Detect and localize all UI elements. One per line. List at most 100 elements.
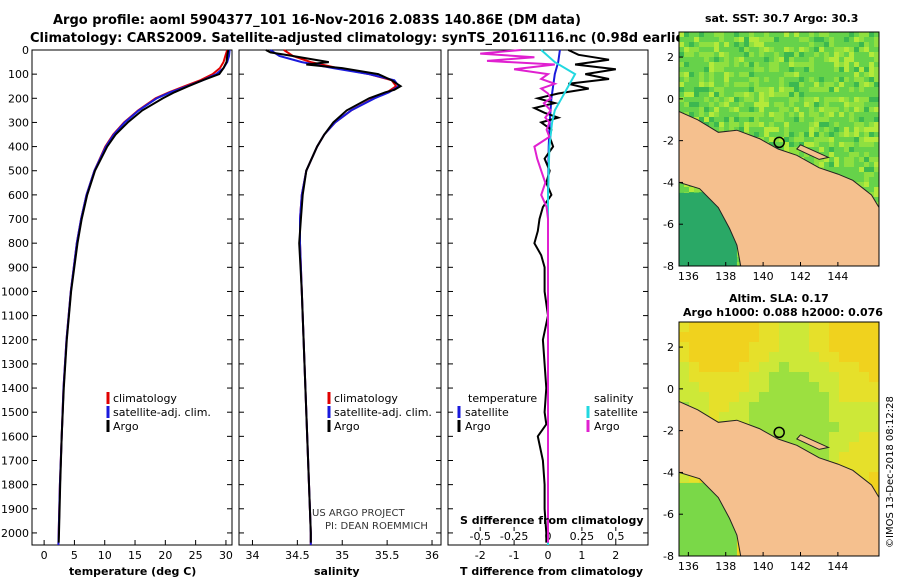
map-cell <box>759 112 764 117</box>
map-cell <box>829 107 834 112</box>
map-cell <box>719 42 724 47</box>
map-cell <box>724 57 729 62</box>
map-cell <box>849 82 854 87</box>
map-cell <box>874 57 879 62</box>
map-cell <box>759 57 764 62</box>
map-cell <box>864 182 869 187</box>
map-cell <box>839 422 849 432</box>
x-tick-label: 30 <box>219 549 233 562</box>
map-cell <box>849 162 854 167</box>
map-cell <box>754 72 759 77</box>
map-cell <box>839 372 849 382</box>
map-cell <box>699 362 709 372</box>
map-cell <box>859 342 869 352</box>
x-tick-label: 0 <box>545 549 552 562</box>
map-cell <box>849 102 854 107</box>
depth-tick-label: 500 <box>8 165 29 178</box>
map-cell <box>749 47 754 52</box>
map-cell <box>774 82 779 87</box>
map-cell <box>839 87 844 92</box>
map-cell <box>709 62 714 67</box>
map-cell <box>764 67 769 72</box>
x-tick-label: 5 <box>71 549 78 562</box>
map-cell <box>759 422 769 432</box>
sst-map-title: sat. SST: 30.7 Argo: 30.3 <box>705 12 858 25</box>
map-cell <box>869 127 874 132</box>
map-cell <box>834 122 839 127</box>
land-mass <box>679 400 879 556</box>
map-cell <box>769 67 774 72</box>
map-cell <box>764 87 769 92</box>
map-cell <box>834 157 839 162</box>
map-cell <box>794 127 799 132</box>
map-cell <box>744 32 749 37</box>
map-cell <box>829 432 839 442</box>
map-cell <box>799 82 804 87</box>
map-cell <box>779 47 784 52</box>
map-cell <box>819 107 824 112</box>
map-cell <box>694 37 699 42</box>
map-cell <box>819 117 824 122</box>
map-cell <box>859 82 864 87</box>
lon-tick-label: 142 <box>790 560 811 573</box>
map-cell <box>694 112 699 117</box>
map-cell <box>749 372 759 382</box>
map-cell <box>864 77 869 82</box>
map-cell <box>764 42 769 47</box>
sla-map-subtitle: Argo h1000: 0.088 h2000: 0.076 <box>683 306 883 319</box>
map-cell <box>869 92 874 97</box>
map-cell <box>769 332 779 342</box>
map-cell <box>719 37 724 42</box>
map-cell <box>834 32 839 37</box>
map-cell <box>684 72 689 77</box>
map-cell <box>809 102 814 107</box>
legend-climatology-label: climatology <box>113 392 177 405</box>
depth-tick-label: 1600 <box>1 430 29 443</box>
map-cell <box>729 342 739 352</box>
map-cell <box>859 422 869 432</box>
map-cell <box>824 152 829 157</box>
map-cell <box>794 77 799 82</box>
map-cell <box>694 92 699 97</box>
map-cell <box>719 87 724 92</box>
map-cell <box>839 172 844 177</box>
map-cell <box>729 117 734 122</box>
map-cell <box>844 142 849 147</box>
map-cell <box>729 77 734 82</box>
map-cell <box>839 412 849 422</box>
map-cell <box>789 72 794 77</box>
map-cell <box>734 47 739 52</box>
map-cell <box>824 77 829 82</box>
map-cell <box>689 67 694 72</box>
map-cell <box>729 322 739 332</box>
map-cell <box>734 32 739 37</box>
map-cell <box>839 142 844 147</box>
map-cell <box>784 112 789 117</box>
map-cell <box>819 92 824 97</box>
map-cell <box>739 332 749 342</box>
map-cell <box>679 342 689 352</box>
map-cell <box>729 32 734 37</box>
map-cell <box>859 47 864 52</box>
map-cell <box>744 82 749 87</box>
depth-tick-label: 400 <box>8 141 29 154</box>
map-cell <box>729 112 734 117</box>
map-cell <box>869 77 874 82</box>
map-cell <box>714 97 719 102</box>
map-cell <box>844 157 849 162</box>
map-cell <box>874 37 879 42</box>
depth-tick-label: 1900 <box>1 503 29 516</box>
map-cell <box>829 332 839 342</box>
map-cell <box>829 162 834 167</box>
map-cell <box>854 152 859 157</box>
map-cell <box>714 77 719 82</box>
map-cell <box>699 42 704 47</box>
map-cell <box>849 462 859 472</box>
map-cell <box>709 362 719 372</box>
map-cell <box>839 122 844 127</box>
map-cell <box>729 62 734 67</box>
map-cell <box>834 52 839 57</box>
map-cell <box>849 372 859 382</box>
map-cell <box>849 392 859 402</box>
